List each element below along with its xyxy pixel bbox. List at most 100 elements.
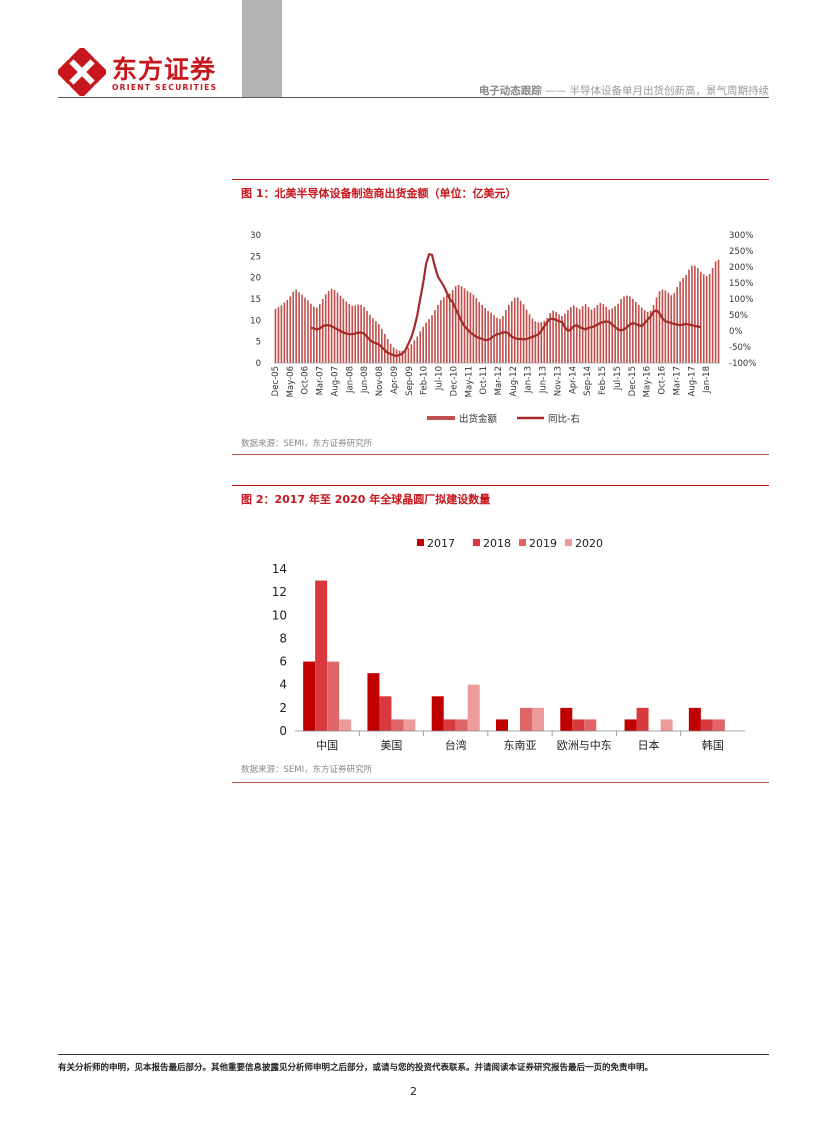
bar-2017 — [367, 673, 380, 731]
bar — [708, 273, 711, 363]
bar — [694, 265, 696, 363]
bar — [383, 333, 386, 363]
bar — [635, 301, 637, 363]
bar — [685, 275, 687, 363]
footer-disclaimer: 有关分析师的申明，见本报告最后部分。其他重要信息披露见分析师申明之后部分，或请与… — [58, 1063, 654, 1073]
page-number: 2 — [410, 1085, 417, 1098]
bar — [525, 309, 528, 363]
bar — [667, 292, 670, 363]
bar — [682, 278, 684, 363]
bar — [697, 268, 699, 363]
x-tick-label: Aug-07 — [330, 366, 340, 396]
bar — [658, 291, 661, 363]
bar — [333, 290, 336, 363]
bar — [321, 299, 324, 363]
bar — [422, 326, 424, 363]
figure-1-top-rule — [232, 179, 769, 180]
y-tick-label: 6 — [279, 655, 287, 669]
category-label: 美国 — [380, 739, 402, 752]
bar — [357, 304, 359, 363]
legend-label-2017: 2017 — [427, 537, 455, 550]
x-tick-label: Nov-13 — [553, 366, 563, 396]
x-tick-label: Jul-10 — [435, 366, 445, 391]
bar-2019 — [520, 707, 532, 731]
header-rule — [58, 97, 769, 98]
y-tick-label: 30 — [250, 231, 261, 241]
bar-2019 — [391, 719, 404, 731]
x-tick-label: Feb-10 — [420, 366, 430, 395]
bar-2020 — [403, 719, 416, 731]
x-tick-label: Aug-17 — [687, 366, 697, 396]
y-tick-label: 2 — [279, 701, 287, 715]
bar — [466, 290, 469, 363]
y-tick-label: 15 — [250, 295, 261, 305]
bar — [410, 344, 413, 363]
y-tick-label: 8 — [279, 631, 287, 645]
bar-2018 — [315, 580, 328, 731]
legend-swatch-2020 — [565, 539, 572, 546]
figure-1: 图 1：北美半导体设备制造商出货金额（单位：亿美元） 0 5 10 15 20 25 30 -… — [232, 179, 769, 455]
legend-label-2019: 2019 — [529, 537, 557, 550]
y2-tick-label: 100% — [729, 295, 753, 305]
bar — [339, 295, 342, 363]
bar — [564, 313, 566, 363]
bar — [558, 314, 560, 363]
bar — [336, 292, 339, 363]
bar — [510, 301, 513, 363]
bar — [537, 322, 540, 363]
bar-2020 — [467, 684, 480, 731]
bar — [543, 320, 546, 363]
report-title: 半导体设备单月出货创新高，景气周期持续 — [569, 85, 770, 97]
bar — [454, 286, 457, 363]
bar — [428, 319, 430, 363]
category-label: 东南亚 — [504, 739, 537, 752]
bar-2019 — [712, 719, 725, 731]
x-tick-label: Nov-08 — [375, 366, 385, 396]
bar — [546, 317, 549, 363]
bar-2018 — [443, 719, 456, 731]
figure-2-source: 数据来源：SEMI，东方证券研究所 — [241, 765, 373, 775]
bar — [505, 310, 507, 363]
bar — [643, 310, 646, 363]
bar — [691, 265, 693, 363]
report-type: 电子动态跟踪 — [478, 85, 542, 97]
bar — [519, 300, 522, 363]
x-tick-label: Aug-12 — [509, 366, 519, 396]
bar — [661, 289, 664, 363]
legend-label-2020: 2020 — [575, 537, 603, 550]
bar — [584, 304, 587, 363]
bar — [602, 304, 605, 363]
bar — [496, 317, 498, 363]
y-tick-label: 10 — [250, 316, 261, 326]
x-tick-label: May-16 — [643, 366, 653, 397]
bar — [298, 292, 300, 363]
x-tick-label: Jan-18 — [702, 366, 712, 394]
bar-2017 — [688, 707, 701, 731]
y2-tick-label: -50% — [729, 343, 751, 353]
bar — [646, 311, 649, 363]
bar — [425, 322, 427, 363]
bar — [632, 299, 634, 363]
bar — [277, 307, 280, 363]
bar — [434, 310, 436, 363]
bar — [307, 300, 309, 363]
figure-2-bottom-rule — [232, 782, 769, 783]
bar-2020 — [532, 707, 544, 731]
figure-2-top-rule — [232, 485, 769, 486]
x-tick-label: Jul-15 — [613, 366, 623, 391]
legend-bar-swatch — [427, 416, 455, 420]
bar — [702, 274, 705, 363]
x-tick-label: Jan-08 — [345, 366, 355, 394]
bar — [280, 305, 283, 363]
bar — [345, 301, 348, 363]
y-tick-label: 0 — [279, 724, 287, 738]
bar — [629, 296, 631, 363]
bar — [714, 261, 717, 363]
bar — [316, 307, 318, 363]
bar — [540, 322, 543, 363]
bar — [531, 318, 534, 363]
bar — [289, 296, 292, 363]
bar — [567, 310, 569, 363]
figure-2: 图 2：2017 年至 2020 年全球晶圆厂拟建设数量 0 2 4 6 8 10 12 14… — [232, 485, 769, 783]
bar — [448, 293, 451, 363]
